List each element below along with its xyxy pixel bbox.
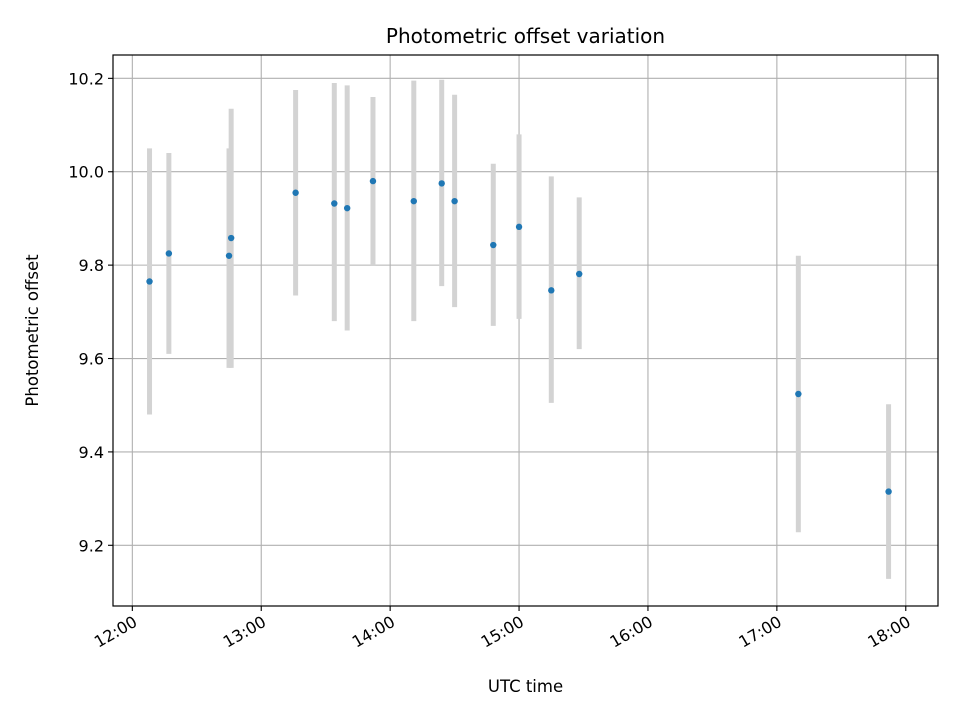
y-tick-label: 9.6 <box>79 350 104 369</box>
data-point <box>490 241 497 249</box>
data-point <box>343 204 351 212</box>
data-point <box>410 197 417 205</box>
data-point <box>165 250 173 257</box>
y-tick-label: 9.2 <box>79 536 104 555</box>
data-point <box>369 177 377 185</box>
grid <box>113 55 938 606</box>
data-point <box>331 200 338 207</box>
data-point <box>227 234 235 242</box>
x-tick-label: 18:00 <box>864 612 913 652</box>
axis-ticks: 12:00 13:00 14:00 15:00 16:00 17:00 18:00 9.2 9.… <box>68 69 913 651</box>
x-tick-label: 12:00 <box>91 612 140 652</box>
x-axis-title: UTC time <box>488 677 563 696</box>
data-point <box>515 223 523 231</box>
y-axis-title: Photometric offset <box>23 254 42 407</box>
data-point <box>225 252 233 259</box>
data-point <box>438 180 445 187</box>
data-point <box>146 278 153 285</box>
x-tick-label: 14:00 <box>349 612 398 652</box>
x-tick-label: 16:00 <box>607 612 656 652</box>
x-tick-label: 15:00 <box>478 612 527 652</box>
data-point <box>795 390 802 398</box>
data-point <box>885 488 892 495</box>
data-point <box>576 270 583 278</box>
plot-frame <box>112 54 939 607</box>
data-points <box>146 177 892 495</box>
x-tick-label: 13:00 <box>220 612 269 652</box>
chart-title: Photometric offset variation <box>386 24 665 48</box>
data-point <box>548 287 555 294</box>
x-tick-label: 17:00 <box>735 612 784 652</box>
y-tick-label: 10.2 <box>68 69 104 88</box>
y-tick-label: 10.0 <box>68 163 104 182</box>
data-point <box>292 189 299 196</box>
y-tick-label: 9.4 <box>79 443 104 462</box>
data-point <box>451 197 458 205</box>
y-tick-label: 9.8 <box>79 256 104 275</box>
